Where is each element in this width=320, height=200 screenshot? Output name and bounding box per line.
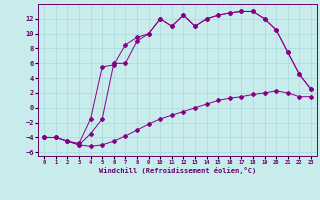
X-axis label: Windchill (Refroidissement éolien,°C): Windchill (Refroidissement éolien,°C) xyxy=(99,167,256,174)
